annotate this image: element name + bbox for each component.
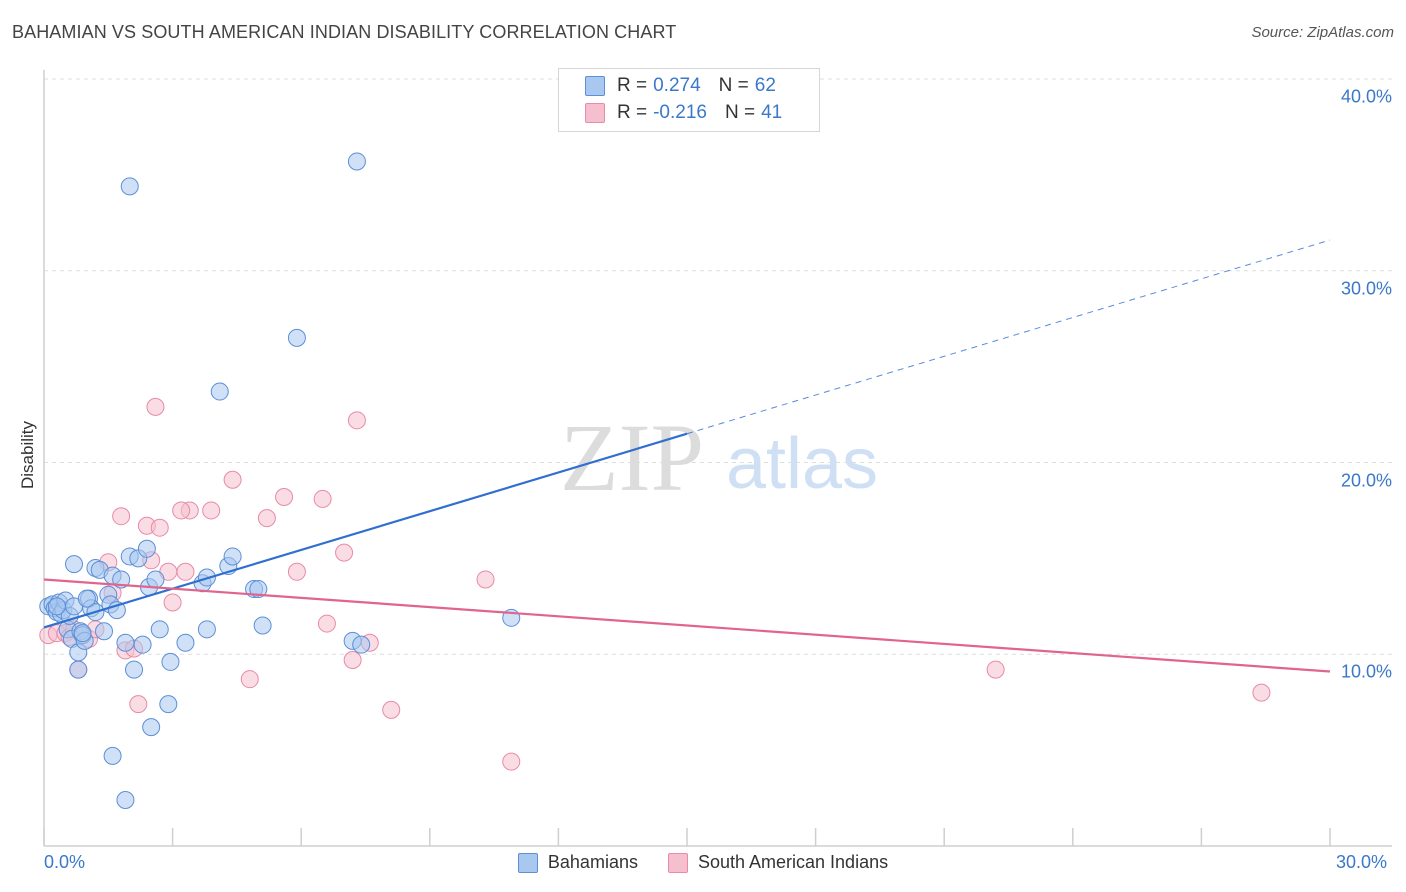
legend-label: South American Indians [697, 852, 889, 872]
y-tick-label: 10.0% [1340, 661, 1392, 682]
data-point [116, 633, 135, 652]
legend-n-value: 41 [761, 102, 783, 123]
axes [43, 70, 1392, 847]
data-point [159, 695, 178, 714]
data-point [176, 633, 195, 652]
x-tick-label-max: 30.0% [1336, 852, 1388, 872]
y-tick-label: 20.0% [1340, 470, 1392, 490]
trend-lines [43, 239, 1331, 673]
series-legend: Bahamians South American Indians [0, 852, 1406, 873]
data-point [125, 660, 144, 679]
data-point [150, 620, 169, 639]
data-point [197, 620, 216, 639]
data-point [352, 635, 371, 654]
y-tick-label: 30.0% [1340, 278, 1392, 299]
stats-legend: R = 0.274 N = 62 R = -0.216 N = 41 [558, 68, 820, 132]
data-point [287, 562, 306, 581]
data-point [146, 570, 165, 589]
data-point [47, 597, 66, 616]
y-tick-label: 40.0% [1340, 86, 1392, 107]
legend-n-value: 62 [754, 75, 776, 96]
trend-line-bahamians [43, 432, 688, 629]
data-point [502, 752, 521, 771]
data-point [223, 470, 242, 489]
legend-row-bahamians: R = 0.274 N = 62 [585, 73, 776, 99]
data-point [172, 501, 191, 520]
data-point [275, 488, 294, 507]
data-point [142, 718, 161, 737]
data-point [476, 570, 495, 589]
legend-swatch-blue [517, 852, 538, 873]
data-point [176, 562, 195, 581]
trend-line-bahamians-extension [686, 239, 1331, 435]
legend-row-south-american-indians: R = -0.216 N = 41 [585, 100, 782, 126]
data-point [73, 624, 92, 643]
data-point [161, 652, 180, 671]
data-point [95, 622, 114, 641]
data-point [253, 616, 272, 635]
data-point [120, 177, 139, 196]
data-point [202, 501, 221, 520]
data-point [1252, 683, 1271, 702]
legend-item-south-american-indians: South American Indians [667, 852, 889, 873]
data-point [112, 507, 131, 526]
legend-n-label: N = [724, 102, 756, 123]
legend-r-label: R = [617, 75, 648, 96]
legend-n-label: N = [718, 75, 749, 96]
data-point [313, 489, 332, 508]
legend-r-value: -0.216 [653, 102, 707, 123]
source-note: Source: ZipAtlas.com [1251, 24, 1394, 41]
data-point [347, 152, 366, 171]
data-point [240, 670, 259, 689]
legend-label: Bahamians [547, 852, 638, 872]
data-point [257, 509, 276, 528]
data-point [77, 589, 96, 608]
legend-swatch-pink [585, 103, 605, 123]
data-point [223, 547, 242, 566]
legend-swatch-blue [585, 76, 605, 96]
grid [44, 78, 1392, 655]
legend-r-value: 0.274 [653, 75, 701, 96]
data-point [65, 555, 84, 574]
data-point [317, 614, 336, 633]
data-point [249, 580, 268, 599]
legend-item-bahamians: Bahamians [517, 852, 638, 873]
data-point [129, 695, 148, 714]
legend-r-label: R = [617, 102, 648, 123]
watermark: ZIP atlas [560, 404, 878, 511]
x-tick-label-min: 0.0% [44, 852, 86, 872]
data-point [382, 700, 401, 719]
chart-title: BAHAMIAN VS SOUTH AMERICAN INDIAN DISABI… [12, 22, 677, 42]
legend-swatch-pink [667, 852, 688, 873]
watermark-zip: ZIP [560, 404, 704, 511]
series-bahamians [39, 152, 521, 809]
data-point [210, 382, 229, 401]
data-point [986, 660, 1005, 679]
trend-line-south-american-indians [43, 578, 1331, 673]
data-point [137, 539, 156, 558]
data-point [69, 660, 88, 679]
data-point [150, 518, 169, 537]
data-point [347, 411, 366, 430]
data-point [343, 651, 362, 670]
data-point [116, 790, 135, 809]
data-point [163, 593, 182, 612]
data-point [133, 635, 152, 654]
data-point [146, 397, 165, 416]
data-point [287, 328, 306, 347]
watermark-atlas: atlas [726, 424, 878, 504]
data-point [103, 746, 122, 765]
data-point [335, 543, 354, 562]
